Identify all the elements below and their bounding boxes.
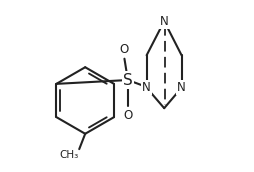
Text: CH₃: CH₃	[59, 150, 78, 160]
Text: S: S	[123, 73, 133, 88]
Text: O: O	[119, 43, 128, 56]
Text: O: O	[123, 109, 133, 122]
Text: N: N	[177, 81, 186, 94]
Text: N: N	[160, 15, 169, 28]
Text: N: N	[142, 81, 151, 94]
